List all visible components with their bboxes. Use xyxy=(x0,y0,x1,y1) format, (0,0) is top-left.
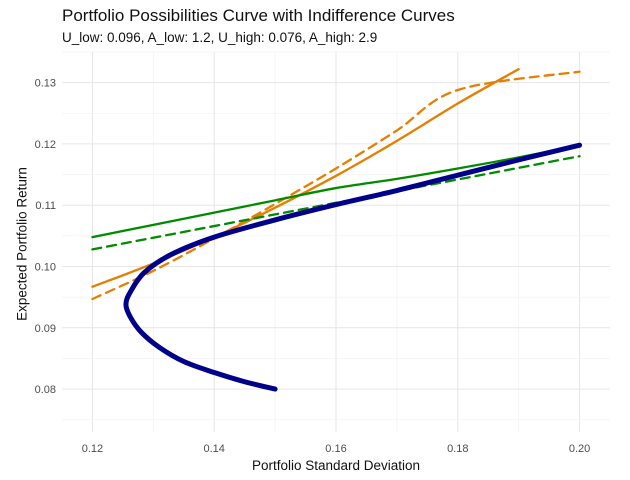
chart-title: Portfolio Possibilities Curve with Indif… xyxy=(62,6,455,25)
y-tick-label: 0.11 xyxy=(35,200,56,212)
x-tick-label: 0.12 xyxy=(82,443,103,455)
y-tick-label: 0.12 xyxy=(35,139,56,151)
axis-ticks: 0.12 0.14 0.16 0.18 0.20 0.08 0.09 0.10 0.11 0.12… xyxy=(35,78,591,455)
grid-lines xyxy=(62,51,610,432)
x-tick-label: 0.18 xyxy=(447,443,468,455)
y-tick-label: 0.13 xyxy=(35,78,56,90)
series-lines xyxy=(91,68,583,392)
y-tick-label: 0.08 xyxy=(35,384,56,396)
y-tick-label: 0.09 xyxy=(35,323,56,335)
indifference-curve-3 xyxy=(91,144,581,239)
x-tick-label: 0.14 xyxy=(204,443,225,455)
x-axis-label: Portfolio Standard Deviation xyxy=(251,458,421,473)
frontier-curve xyxy=(123,142,583,392)
indifference-curve-2 xyxy=(91,70,581,301)
y-tick-label: 0.10 xyxy=(35,262,56,274)
x-tick-label: 0.16 xyxy=(325,443,346,455)
chart-subtitle: U_low: 0.096, A_low: 1.2, U_high: 0.076,… xyxy=(62,30,378,45)
x-tick-label: 0.20 xyxy=(569,443,590,455)
